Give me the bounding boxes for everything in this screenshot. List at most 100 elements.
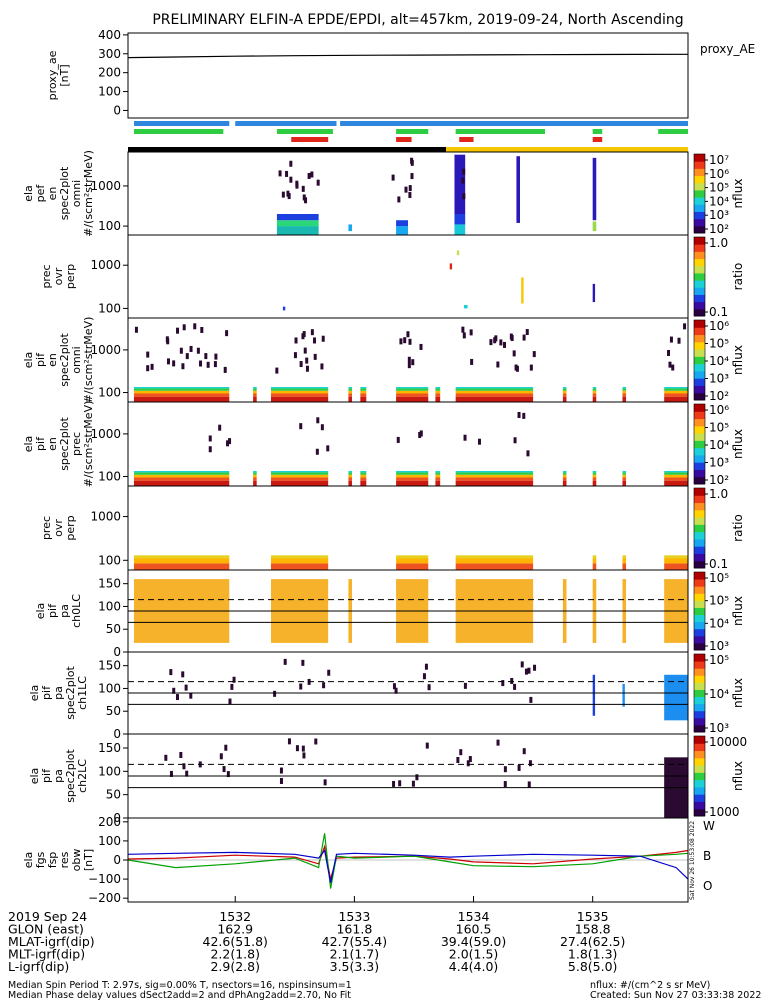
noise-pixel-elx_pif_pa_spec2plot_ch1LC-26	[524, 668, 528, 675]
colorbar-label-elx_pif_pa_spec2plot_ch1LC-0: 10³	[709, 721, 729, 735]
colorbar-cell-elx_pif_en_spec2plot_prec-7	[694, 454, 705, 460]
band-elx_pif_en_spec2plot_omni-0-0	[133, 396, 230, 402]
colorbar-title-elx_pif_pa_spec2plot_ch2LC: nflux	[731, 761, 745, 791]
noise-pixel-elx_pif_pa_spec2plot_ch2LC-3	[222, 766, 226, 773]
band-elx_pif_en_spec2plot_prec-7-4	[455, 470, 534, 473]
colorbar-cell-prec_ovr_perp_pef-20	[694, 240, 705, 245]
noise-pixel-elx_pif_en_spec2plot_prec-16	[522, 412, 526, 419]
band-elx_pif_en_spec2plot_prec-6-3	[435, 472, 441, 475]
noise-pixel-elx_pif_pa_spec2plot_ch2LC-30	[522, 748, 526, 755]
colorbar-cell-elx_pif_en_spec2plot_prec-16	[694, 422, 705, 427]
band-elx_pif_en_spec2plot_omni-4-3	[360, 388, 367, 391]
colorbar-cell-elx_pef_en_spec2plot_omni-9	[694, 197, 705, 202]
colorbar-cell-elx_pif_pa_ch0LC-17	[694, 586, 705, 591]
noise-pixel-elx_pif_pa_spec2plot_ch1LC-28	[463, 682, 467, 689]
noise-pixel-elx_pif_pa_spec2plot_ch2LC-1	[224, 744, 228, 751]
colorbar-cell-elx_pif_en_spec2plot_prec-13	[694, 433, 705, 438]
band-elx_pif_en_spec2plot_omni-7-0	[455, 396, 534, 402]
colorbar-cell-prec_ovr_perp_pef-6	[694, 290, 705, 295]
band-elx_pif_en_spec2plot_omni-11-1	[664, 393, 688, 397]
colorbar-cell-elx_pif_en_spec2plot_omni-15	[694, 341, 705, 346]
ylabel-prec_ovr_perp_pef-2: perp	[64, 264, 77, 289]
colorbar-cell-elx_pif_pa_ch0LC-18	[694, 582, 705, 587]
ytick-label-elx_pif_pa_spec2plot_ch2LC-2: 100	[98, 764, 121, 778]
band-elx_pif_en_spec2plot_omni-0-2	[133, 390, 230, 394]
band-elx_pif_en_spec2plot_prec-6-1	[435, 477, 441, 481]
ytick-label-elx_pif_pa_spec2plot_ch2LC-0: 0	[113, 811, 121, 825]
noise-pixel-elx_pif_pa_spec2plot_ch1LC-20	[424, 663, 428, 670]
noise-pixel-elx_pif_en_spec2plot_omni-24	[313, 353, 317, 360]
band-elx_pif_en_spec2plot_prec-3-2	[348, 474, 352, 478]
noise-pixel-elx_pif_en_spec2plot_omni-15	[165, 336, 169, 343]
ylabel-elx_pef_en_spec2plot_omni-0: ela	[22, 185, 35, 202]
info-value-3-0: 2.2(1.8)	[210, 947, 260, 962]
colorbar-cell-elx_pif_pa_spec2plot_ch2LC-20	[694, 739, 705, 744]
colorbar-cell-elx_pif_pa_spec2plot_ch2LC-7	[694, 786, 705, 792]
noise-pixel-elx_pif_en_spec2plot_prec-11	[418, 431, 422, 438]
noise-pixel-elx_pif_pa_spec2plot_ch1LC-11	[273, 690, 277, 697]
noise-pixel-elx_pif_en_spec2plot_omni-29	[305, 357, 309, 364]
info-value-2-1: 42.7(55.4)	[322, 934, 387, 949]
noise-pixel-elx_pif_en_spec2plot_omni-2	[189, 345, 193, 352]
noise-pixel-elx_pif_en_spec2plot_omni-44	[419, 343, 423, 350]
ylabel-elx_pef_en_spec2plot_omni-1: pef	[34, 184, 47, 203]
ylabel-proxy_ae-0: proxy_ae	[46, 50, 59, 100]
ylabel-elx_pif_pa_spec2plot_ch2LC-0: ela	[28, 768, 41, 785]
colorbar-label-prec_ovr_perp_pef-1: 1.0	[709, 236, 728, 250]
colorbar-cell-elx_pif_pa_spec2plot_ch2LC-13	[694, 765, 705, 770]
band-elx_pif_en_spec2plot_omni-11-0	[664, 396, 688, 402]
noise-pixel-elx_pif_en_spec2plot_omni-42	[406, 331, 410, 338]
noise-pixel-elx_pif_pa_spec2plot_ch2LC-24	[466, 760, 470, 767]
noise-pixel-elx_pif_en_spec2plot_omni-60	[499, 339, 503, 346]
noise-pixel-elx_pif_en_spec2plot_prec-18	[517, 412, 521, 419]
noise-pixel-elx_pif_en_spec2plot_omni-17	[146, 351, 150, 358]
colorbar-cell-prec_ovr_perp_pef-19	[694, 244, 705, 249]
colorbar-cell-elx_pif_pa_spec2plot_ch1LC-0	[694, 728, 705, 733]
band-elx_pif_en_spec2plot_prec-7-1	[455, 477, 534, 481]
noise-pixel-elx_pif_pa_spec2plot_ch2LC-21	[425, 742, 429, 749]
colorbar-label-elx_pif_pa_ch0LC-1: 10⁴	[709, 616, 729, 630]
band-elx_pif_en_spec2plot_omni-0-4	[133, 386, 230, 389]
colorbar-cell-prec_ovr_perp_pef-13	[694, 265, 705, 270]
colorbar-cell-prec_ovr_perp_pef-16	[694, 254, 705, 260]
colorbar-cell-elx_pif_pa_spec2plot_ch1LC-13	[694, 682, 705, 687]
band-elx_pif_en_spec2plot_omni-2-3	[270, 388, 329, 391]
colorbar-cell-prec_ovr_perp_pif-15	[694, 509, 705, 514]
noise-pixel-elx_pef_en_spec2plot_omni-10	[281, 191, 285, 198]
colorbar-cell-prec_ovr_perp_pif-4	[694, 549, 705, 554]
info-value-0-0: 1532	[219, 909, 251, 924]
band-elx_pif_en_spec2plot_prec-5-2	[396, 474, 429, 478]
info-label-4: L-igrf(dip)	[8, 959, 69, 974]
band-elx_pif_en_spec2plot_prec-11-4	[664, 470, 688, 473]
noise-pixel-elx_pef_en_spec2plot_omni-19	[410, 173, 414, 180]
noise-pixel-elx_pef_en_spec2plot_omni-9	[287, 193, 291, 200]
ytick-label-elx_fgs_fsp_res_obw-2: 0	[113, 853, 121, 867]
colorbar-label-elx_pif_pa_ch0LC-2: 10⁵	[709, 594, 729, 608]
noise-pixel-elx_pif_pa_spec2plot_ch1LC-10	[301, 659, 305, 666]
series-line-elx_fgs_fsp_res_obw-2	[127, 849, 689, 884]
flag-bar-0-2	[340, 121, 688, 126]
colorbar-cell-elx_pif_pa_spec2plot_ch1LC-19	[694, 661, 705, 666]
noise-pixel-elx_pif_pa_spec2plot_ch2LC-5	[185, 770, 189, 777]
ytick-label-elx_pif_pa_ch0LC-1: 50	[106, 622, 121, 636]
colorbar-label-elx_pif_en_spec2plot_prec-4: 10⁶	[709, 403, 729, 417]
spectrum-block-prec_ovr_perp_pef-3	[521, 277, 524, 304]
colorbar-cell-elx_pif_pa_spec2plot_ch1LC-7	[694, 703, 705, 708]
band-elx_pif_en_spec2plot_omni-4-2	[360, 390, 367, 394]
ylabel-prec_ovr_perp_pef-1: ovr	[52, 267, 65, 285]
colorbar-cell-prec_ovr_perp_pef-10	[694, 276, 705, 281]
band-elx_pif_en_spec2plot_omni-8-0	[562, 396, 567, 402]
info-label-0: 2019 Sep 24	[8, 909, 87, 924]
flag-bar-1-2	[396, 129, 429, 134]
band-elx_pif_en_spec2plot_omni-10-3	[622, 388, 627, 391]
colorbar-cell-prec_ovr_perp_pif-2	[694, 557, 705, 562]
colorbar-cell-elx_pif_pa_spec2plot_ch1LC-20	[694, 657, 705, 662]
band-elx_pif_en_spec2plot_omni-7-3	[455, 388, 534, 391]
noise-pixel-elx_pif_pa_spec2plot_ch1LC-2	[169, 669, 173, 676]
colorbar-title-elx_pif_pa_spec2plot_ch1LC: nflux	[731, 678, 745, 708]
colorbar-cell-elx_pif_en_spec2plot_omni-5	[694, 378, 705, 383]
colorbar-cell-prec_ovr_perp_pif-7	[694, 538, 705, 544]
colorbar-cell-elx_pif_en_spec2plot_omni-21	[694, 320, 705, 325]
noise-pixel-elx_pif_pa_spec2plot_ch2LC-19	[415, 774, 419, 781]
